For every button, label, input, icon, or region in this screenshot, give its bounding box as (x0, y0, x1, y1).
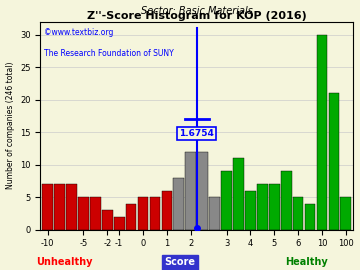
Text: ©www.textbiz.org: ©www.textbiz.org (44, 28, 113, 37)
Bar (126, 204, 136, 230)
Bar (209, 197, 220, 230)
Text: 1.6754: 1.6754 (179, 129, 214, 138)
Bar (42, 184, 53, 230)
Bar (102, 210, 113, 230)
Text: Sector: Basic Materials: Sector: Basic Materials (141, 6, 253, 16)
Bar (150, 197, 160, 230)
Bar (78, 197, 89, 230)
Bar (162, 191, 172, 229)
Bar (257, 184, 268, 230)
Text: The Research Foundation of SUNY: The Research Foundation of SUNY (44, 49, 173, 58)
Bar (269, 184, 280, 230)
Y-axis label: Number of companies (246 total): Number of companies (246 total) (5, 62, 14, 190)
Text: Healthy: Healthy (285, 257, 327, 267)
Text: Unhealthy: Unhealthy (37, 257, 93, 267)
Bar (114, 217, 125, 230)
Bar (281, 171, 292, 230)
Bar (197, 152, 208, 230)
Bar (138, 197, 148, 230)
Bar (66, 184, 77, 230)
Bar (54, 184, 65, 230)
Bar (174, 178, 184, 230)
Bar (316, 35, 327, 230)
Bar (90, 197, 101, 230)
Bar (305, 204, 315, 230)
Bar (185, 152, 196, 230)
Bar (245, 191, 256, 229)
Bar (221, 171, 232, 230)
Bar (329, 93, 339, 230)
Bar (293, 197, 303, 230)
Bar (233, 158, 244, 230)
Text: Score: Score (165, 257, 195, 267)
Title: Z''-Score Histogram for KOP (2016): Z''-Score Histogram for KOP (2016) (87, 11, 307, 21)
Bar (341, 197, 351, 230)
